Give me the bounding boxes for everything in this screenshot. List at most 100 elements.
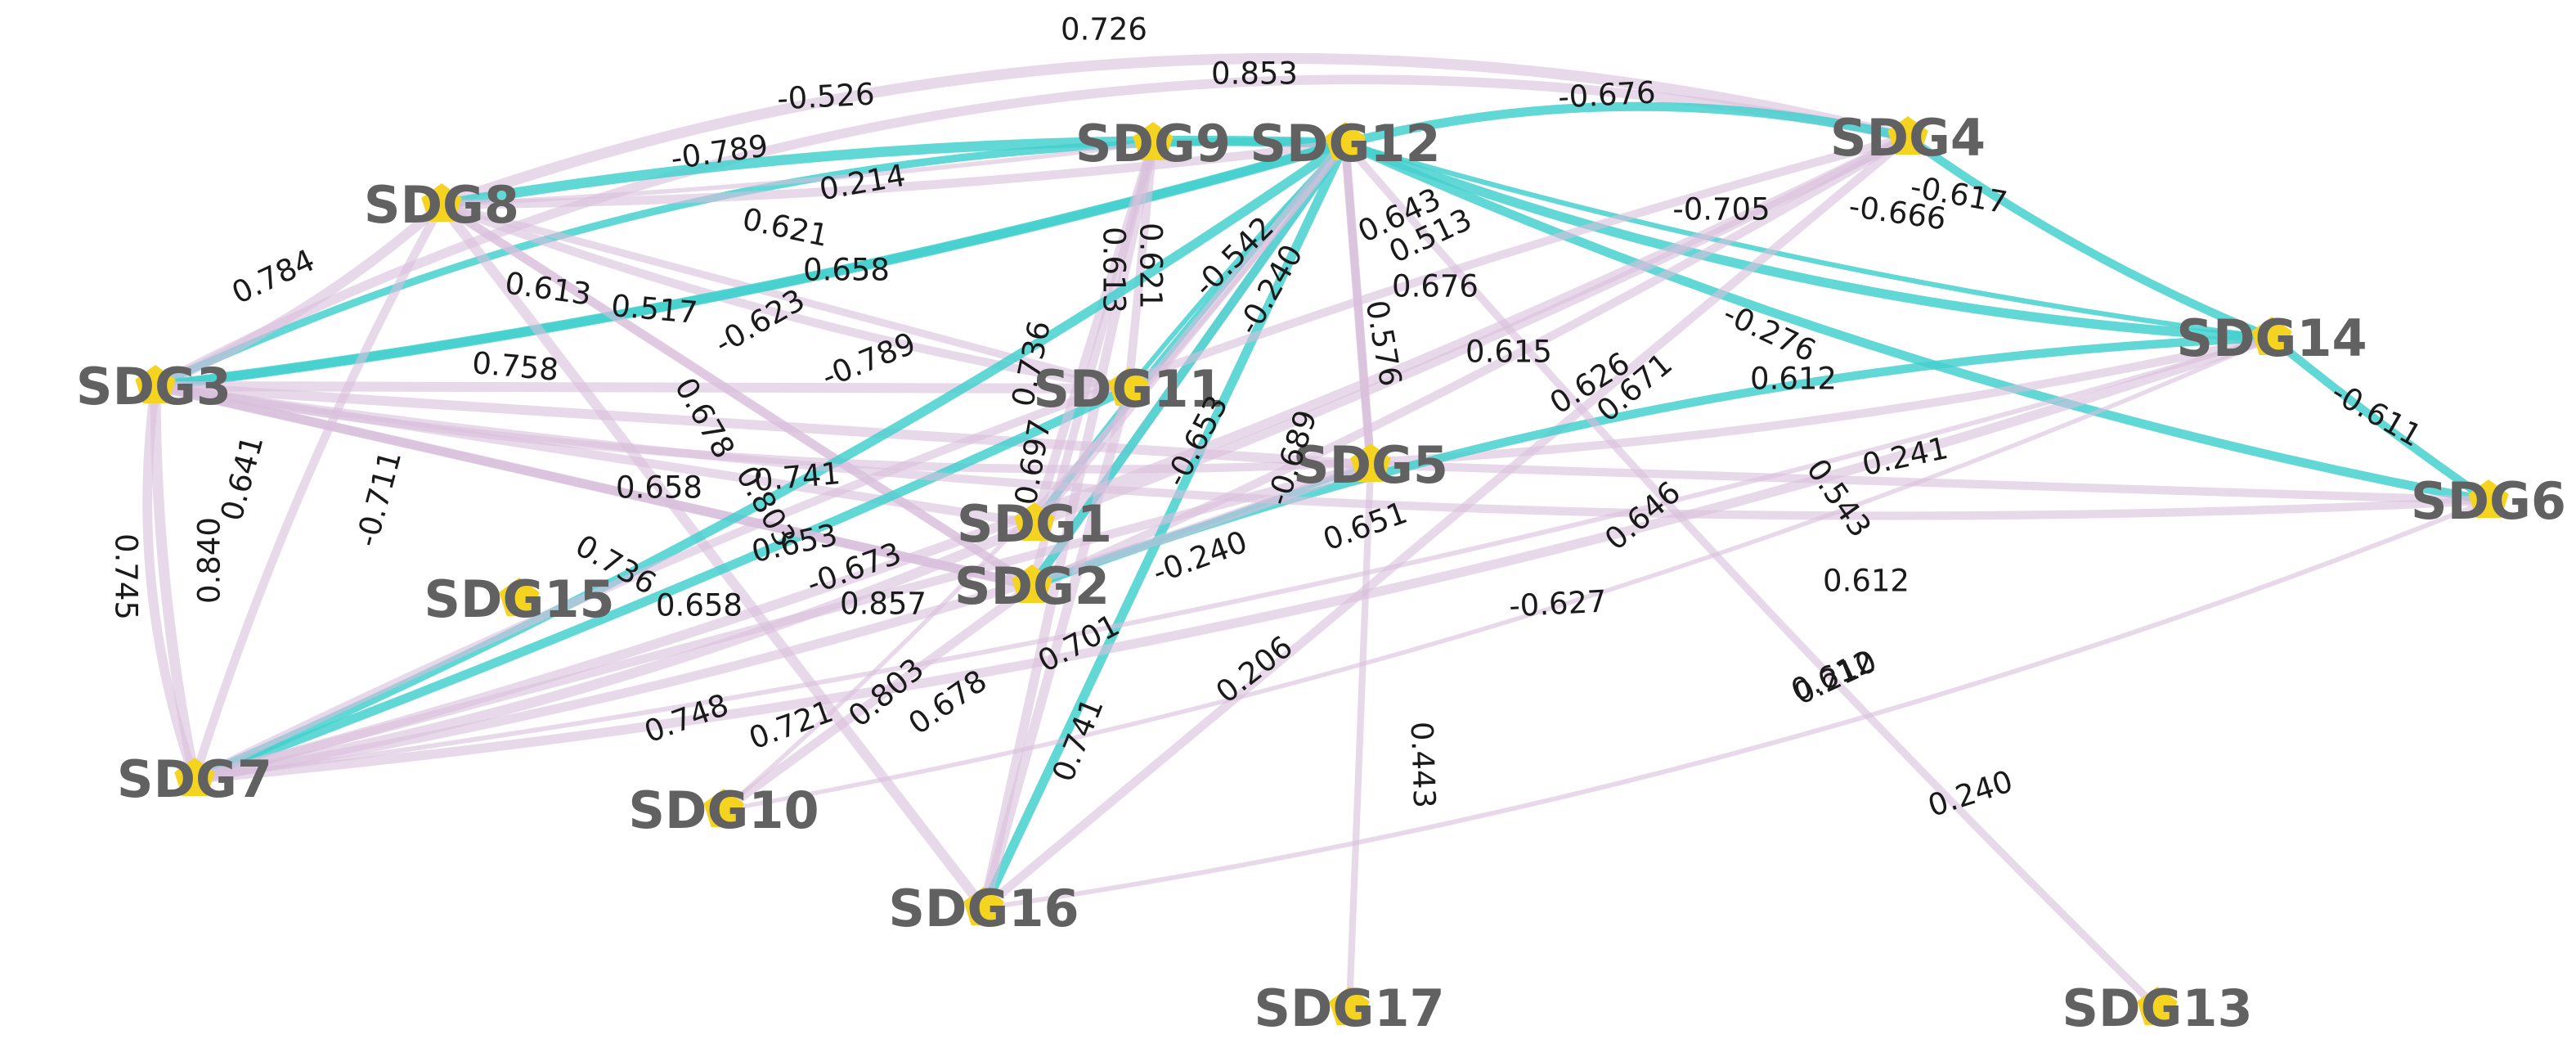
edge-sdg9-sdg16 bbox=[979, 138, 1158, 913]
node-marker-sdg6[interactable] bbox=[2468, 479, 2509, 518]
edge-sdg3-sdg7 bbox=[150, 380, 200, 785]
edge-weight-label: 0.612 bbox=[1823, 564, 1910, 599]
edge-sdg4-sdg16 bbox=[979, 133, 1913, 913]
node-marker-sdg11[interactable] bbox=[1108, 367, 1149, 406]
edge-sdg7-sdg4 bbox=[190, 133, 1913, 784]
node-label-sdg2: SDG2 bbox=[954, 556, 1110, 616]
node-marker-sdg7[interactable] bbox=[174, 758, 215, 796]
edge-weight-label: 0.621 bbox=[739, 201, 832, 254]
edge-sdg8-sdg11 bbox=[437, 200, 1133, 394]
node-label-sdg5: SDG5 bbox=[1293, 435, 1448, 495]
node-marker-sdg15[interactable] bbox=[499, 578, 540, 616]
edge-weight-label: -0.526 bbox=[776, 76, 875, 116]
edge-sdg5-sdg6 bbox=[1366, 460, 2493, 506]
edge-weight-label: 0.210 bbox=[1788, 643, 1882, 712]
edge-sdg12-sdg16 bbox=[979, 138, 1350, 913]
edge-sdg3-sdg7 bbox=[142, 381, 200, 784]
edge-weight-label: 0.443 bbox=[1404, 721, 1443, 808]
edge-sdg7-sdg11 bbox=[190, 384, 1133, 784]
edge-sdg12-sdg6 bbox=[1340, 138, 2493, 506]
edge-weight-label: -0.611 bbox=[2326, 375, 2428, 454]
edge-weight-label: 0.758 bbox=[471, 345, 560, 388]
edge-weight-label: 0.615 bbox=[1465, 335, 1552, 370]
edge-sdg7-sdg5 bbox=[190, 460, 1376, 784]
edge-sdg12-sdg14 bbox=[1342, 140, 2275, 341]
node-label-sdg15: SDG15 bbox=[424, 569, 614, 629]
edge-weight-label: -0.627 bbox=[1508, 583, 1607, 623]
node-label-sdg10: SDG10 bbox=[628, 780, 819, 840]
edge-sdg8-sdg7 bbox=[190, 200, 447, 784]
edge-weight-label: 0.853 bbox=[1211, 56, 1298, 92]
edge-weight-label: 0.726 bbox=[1061, 12, 1147, 47]
edge-weight-label: 0.748 bbox=[640, 687, 733, 750]
node-marker-sdg8[interactable] bbox=[421, 183, 462, 222]
edge-weight-label: 0.612 bbox=[1750, 362, 1837, 397]
edges-layer bbox=[142, 52, 2493, 1012]
edge-sdg10-sdg12 bbox=[721, 141, 1348, 812]
edge-sdg8-sdg11 bbox=[438, 200, 1133, 393]
edge-sdg8-sdg2 bbox=[437, 200, 1037, 591]
edge-weight-label: 0.240 bbox=[1923, 763, 2017, 824]
edge-sdg5-sdg17 bbox=[1345, 461, 1375, 1012]
edge-weight-label: 0.621 bbox=[1133, 223, 1169, 309]
node-marker-sdg4[interactable] bbox=[1887, 116, 1928, 155]
edge-sdg3-sdg6 bbox=[150, 381, 2493, 520]
edge-sdg7-sdg14 bbox=[190, 333, 2277, 784]
edge-sdg14-sdg6 bbox=[2267, 333, 2493, 506]
edge-sdg16-sdg11 bbox=[979, 384, 1133, 913]
edge-weight-label: 0.741 bbox=[1045, 693, 1111, 786]
edge-weight-label: 0.658 bbox=[616, 470, 702, 506]
edge-sdg10-sdg2 bbox=[719, 581, 1037, 815]
edge-weight-label: 0.840 bbox=[192, 517, 227, 604]
edge-weight-label: 0.641 bbox=[214, 432, 271, 524]
node-marker-sdg14[interactable] bbox=[2251, 317, 2292, 355]
node-label-sdg12: SDG12 bbox=[1250, 114, 1440, 173]
edge-sdg7-sdg12 bbox=[190, 138, 1350, 784]
edge-sdg8-sdg16 bbox=[436, 199, 990, 914]
node-label-sdg9: SDG9 bbox=[1075, 114, 1231, 173]
node-marker-sdg9[interactable] bbox=[1133, 122, 1174, 160]
edge-weight-label: 0.784 bbox=[227, 242, 320, 311]
edge-sdg4-sdg7 bbox=[190, 133, 1913, 784]
edge-weight-label: 0.214 bbox=[817, 158, 909, 208]
edge-sdg10-sdg14 bbox=[721, 335, 2274, 812]
node-marker-sdg1[interactable] bbox=[1014, 502, 1055, 541]
node-label-sdg1: SDG1 bbox=[957, 494, 1112, 554]
node-marker-sdg17[interactable] bbox=[1329, 987, 1370, 1025]
edge-sdg12-sdg4 bbox=[1340, 101, 1913, 148]
edge-weight-label: 0.745 bbox=[109, 533, 144, 620]
node-label-sdg16: SDG16 bbox=[888, 879, 1079, 938]
node-marker-sdg10[interactable] bbox=[703, 789, 744, 827]
node-label-sdg4: SDG4 bbox=[1830, 108, 1986, 168]
edge-weight-label: 0.658 bbox=[656, 588, 743, 623]
edge-sdg9-sdg1 bbox=[1030, 138, 1158, 528]
edge-sdg8-sdg4 bbox=[436, 52, 1914, 210]
node-marker-sdg13[interactable] bbox=[2137, 987, 2178, 1025]
node-label-sdg3: SDG3 bbox=[76, 357, 231, 416]
node-label-sdg14: SDG14 bbox=[2176, 308, 2367, 368]
edge-weight-label: -0.676 bbox=[1557, 74, 1656, 115]
edge-weight-label: 0.857 bbox=[840, 587, 927, 622]
node-marker-sdg2[interactable] bbox=[1012, 564, 1052, 603]
edge-sdg8-sdg12 bbox=[437, 138, 1350, 209]
edge-sdg3-sdg11 bbox=[150, 380, 1134, 394]
node-marker-sdg12[interactable] bbox=[1325, 122, 1366, 160]
edge-sdg12-sdg13 bbox=[1341, 139, 2161, 1012]
node-label-sdg6: SDG6 bbox=[2411, 471, 2566, 531]
node-marker-sdg16[interactable] bbox=[963, 887, 1004, 925]
edge-sdg3-sdg12 bbox=[150, 137, 1351, 392]
edge-sdg12-sdg14 bbox=[1340, 138, 2277, 343]
edge-weight-label: -0.711 bbox=[349, 447, 408, 550]
node-label-sdg7: SDG7 bbox=[117, 749, 272, 809]
edge-weight-label: 0.517 bbox=[610, 288, 699, 331]
edge-sdg3-sdg8 bbox=[150, 199, 447, 392]
edge-weight-label: 0.613 bbox=[1097, 227, 1132, 313]
edge-weight-label: 0.741 bbox=[752, 456, 841, 498]
edge-sdg7-sdg14 bbox=[192, 335, 2274, 781]
node-marker-sdg5[interactable] bbox=[1350, 443, 1391, 482]
node-marker-sdg3[interactable] bbox=[135, 365, 176, 403]
node-label-sdg11: SDG11 bbox=[1033, 359, 1223, 419]
edge-weight-label: -0.705 bbox=[1672, 192, 1770, 227]
